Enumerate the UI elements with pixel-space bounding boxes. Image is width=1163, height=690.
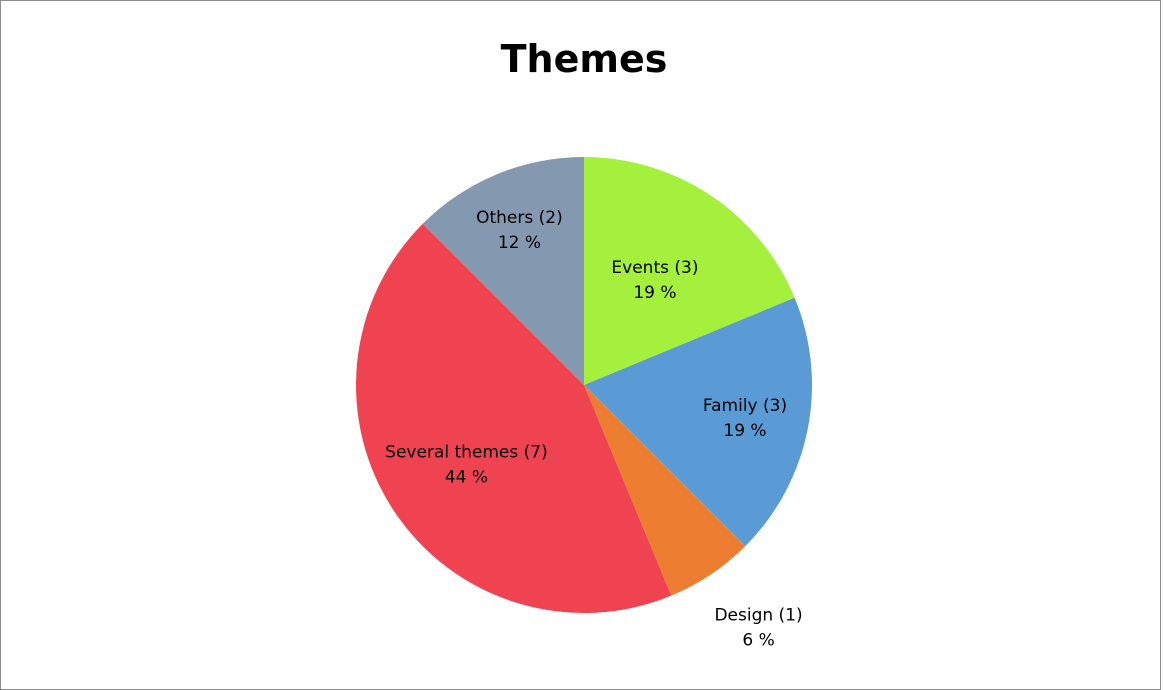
slice-label: Several themes (7): [385, 443, 548, 463]
pie-slices: [355, 157, 812, 614]
slice-percent-label: 19 %: [723, 421, 766, 441]
pie-slice: [584, 385, 746, 596]
slice-percent-label: 12 %: [498, 233, 541, 253]
slice-percent-label: 6 %: [742, 630, 774, 650]
slice-label: Events (3): [611, 258, 698, 278]
slice-label: Others (2): [476, 208, 563, 228]
slice-label: Family (3): [703, 396, 787, 416]
pie-labels: Events (3) 19 % Family (3) 19 % Design (1) 6 …: [385, 208, 802, 650]
chart-title: Themes: [501, 37, 668, 81]
pie-slice: [584, 157, 795, 385]
pie-slice: [584, 297, 812, 547]
pie-slice: [355, 223, 672, 614]
slice-percent-label: 44 %: [445, 468, 488, 488]
slice-label: Design (1): [714, 605, 802, 625]
pie-slice: [422, 157, 584, 385]
pie-chart: Themes Events (3) 19 % Family (3) 19 % Desig…: [355, 37, 812, 650]
slice-percent-label: 19 %: [633, 283, 676, 303]
